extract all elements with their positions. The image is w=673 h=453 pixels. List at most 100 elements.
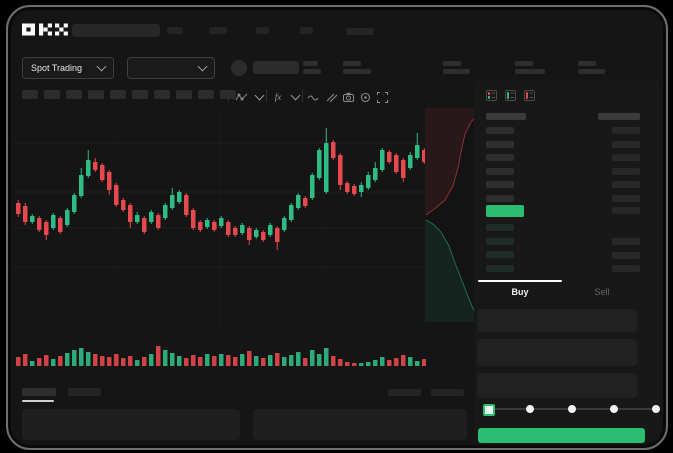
candle-body <box>191 210 196 228</box>
stat-value-skeleton <box>343 69 371 74</box>
volume-bar <box>107 357 112 366</box>
volume-bar <box>324 348 329 366</box>
ask-price-skeleton[interactable] <box>486 167 514 175</box>
candle-body <box>30 216 35 222</box>
candle-body <box>380 150 385 170</box>
stat-label-skeleton <box>443 61 461 66</box>
volume-bar <box>156 346 161 366</box>
ask-price-skeleton[interactable] <box>486 181 514 188</box>
nav-item-skeleton[interactable] <box>256 27 269 34</box>
nav-item-skeleton[interactable] <box>346 28 374 35</box>
volume-bar <box>100 356 105 366</box>
timeframe-skeleton[interactable] <box>176 90 192 99</box>
trade-mode-dropdown[interactable]: Spot Trading <box>22 57 114 79</box>
volume-bar <box>58 356 63 366</box>
stat-label-skeleton <box>343 61 361 66</box>
stat-value-skeleton <box>578 69 605 74</box>
volume-bar <box>366 362 371 366</box>
candle-body <box>317 150 322 178</box>
bid-price-skeleton[interactable] <box>486 237 514 245</box>
timeframe-skeleton[interactable] <box>132 90 148 99</box>
order-total-field[interactable] <box>477 373 637 398</box>
order-amount-field[interactable] <box>477 339 637 366</box>
tab-sell[interactable]: Sell <box>594 287 610 297</box>
camera-icon[interactable] <box>341 90 355 104</box>
bottom-tab-skeleton[interactable] <box>22 388 56 396</box>
indicator-wave-icon[interactable] <box>234 90 248 104</box>
timeframe-skeleton[interactable] <box>22 90 38 99</box>
depth-canvas <box>425 108 479 322</box>
stat-label-skeleton <box>515 61 533 66</box>
chevron-down-icon <box>197 61 208 72</box>
fx-indicator-icon[interactable]: fx <box>274 92 282 102</box>
volume-bar <box>72 350 77 366</box>
ask-price-skeleton[interactable] <box>486 140 514 148</box>
order-price-field[interactable] <box>477 309 637 332</box>
okx-logo <box>22 23 72 37</box>
nav-item-skeleton[interactable] <box>209 27 227 34</box>
volume-bar <box>380 357 385 366</box>
ask-price-skeleton[interactable] <box>486 154 514 161</box>
orderbook-bids-icon[interactable] <box>505 90 516 101</box>
volume-bar <box>86 352 91 366</box>
divider <box>228 90 229 102</box>
ask-price-skeleton[interactable] <box>486 127 514 134</box>
bid-price-skeleton[interactable] <box>486 224 514 231</box>
orderbook-amount-skeleton <box>612 207 640 214</box>
active-tab-underline <box>478 280 562 282</box>
slider-stop[interactable] <box>610 405 618 413</box>
candle-body <box>16 203 21 214</box>
timeframe-skeleton[interactable] <box>198 90 214 99</box>
pair-dropdown[interactable] <box>127 57 215 79</box>
bid-amount-skeleton <box>612 251 640 259</box>
bid-price-skeleton[interactable] <box>486 251 514 258</box>
search-input[interactable] <box>72 24 160 37</box>
ask-price-skeleton[interactable] <box>486 194 514 202</box>
candle-body <box>135 215 140 222</box>
buy-submit-button[interactable] <box>478 428 645 443</box>
timeframe-skeleton[interactable] <box>154 90 170 99</box>
timeframe-skeleton[interactable] <box>44 90 60 99</box>
tab-buy[interactable]: Buy <box>511 287 529 297</box>
volume-bar <box>212 356 217 366</box>
volume-bar <box>254 356 259 366</box>
candlestick-chart[interactable] <box>14 108 426 368</box>
slider-handle-active[interactable] <box>483 404 495 416</box>
timeframe-skeleton[interactable] <box>66 90 82 99</box>
timeframe-skeleton[interactable] <box>110 90 126 99</box>
pair-name-skeleton <box>253 61 299 74</box>
volume-bar <box>170 353 175 366</box>
nav-item-skeleton[interactable] <box>300 27 313 34</box>
bottom-tab-skeleton[interactable] <box>68 388 101 396</box>
candle-body <box>275 228 280 242</box>
price-skeleton <box>303 61 318 66</box>
candle-body <box>142 218 147 232</box>
volume-bar <box>282 357 287 366</box>
ask-amount-skeleton <box>612 127 640 134</box>
bottom-action-skeleton[interactable] <box>388 389 421 396</box>
settings-gear-icon[interactable] <box>358 90 372 104</box>
orderbook-combined-icon[interactable] <box>486 90 497 101</box>
ask-amount-skeleton <box>612 194 640 202</box>
volume-bar <box>268 355 273 366</box>
line-style-icon[interactable] <box>306 90 320 104</box>
drawing-tools-icon[interactable] <box>324 90 338 104</box>
slider-stop[interactable] <box>526 405 534 413</box>
fullscreen-icon[interactable] <box>375 90 389 104</box>
bottom-action-skeleton[interactable] <box>431 389 464 396</box>
volume-bar <box>16 357 21 366</box>
nav-item-skeleton[interactable] <box>167 27 183 34</box>
volume-bar <box>163 350 168 366</box>
chart-canvas[interactable] <box>14 108 426 368</box>
orderbook-asks-icon[interactable] <box>524 90 535 101</box>
candle-body <box>366 175 371 188</box>
slider-stop[interactable] <box>568 405 576 413</box>
slider-stop[interactable] <box>652 405 660 413</box>
candle-body <box>198 222 203 230</box>
volume-bar <box>352 363 357 366</box>
timeframe-skeleton[interactable] <box>88 90 104 99</box>
bid-price-skeleton[interactable] <box>486 264 514 272</box>
volume-bar <box>275 353 280 366</box>
candle-body <box>233 228 238 235</box>
